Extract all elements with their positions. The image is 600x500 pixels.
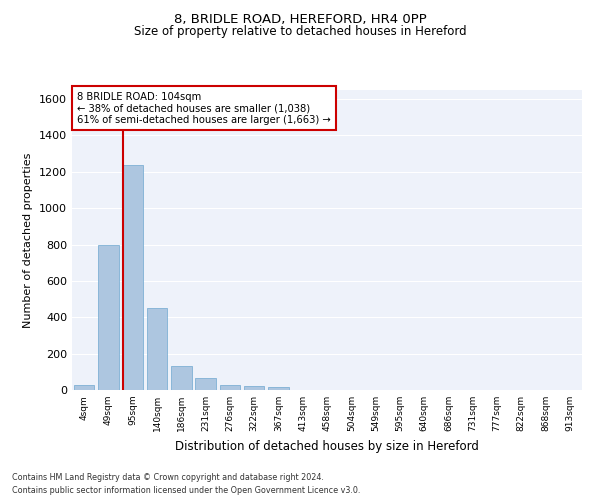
- Y-axis label: Number of detached properties: Number of detached properties: [23, 152, 34, 328]
- Bar: [146, 308, 167, 390]
- Text: Contains public sector information licensed under the Open Government Licence v3: Contains public sector information licen…: [12, 486, 361, 495]
- Bar: [74, 386, 94, 390]
- Text: Contains HM Land Registry data © Crown copyright and database right 2024.: Contains HM Land Registry data © Crown c…: [12, 474, 324, 482]
- Bar: [268, 388, 289, 390]
- Text: 8, BRIDLE ROAD, HEREFORD, HR4 0PP: 8, BRIDLE ROAD, HEREFORD, HR4 0PP: [173, 12, 427, 26]
- X-axis label: Distribution of detached houses by size in Hereford: Distribution of detached houses by size …: [175, 440, 479, 452]
- Bar: [244, 386, 265, 390]
- Bar: [220, 385, 240, 390]
- Bar: [98, 244, 119, 390]
- Bar: [195, 378, 216, 390]
- Bar: [171, 366, 191, 390]
- Text: Size of property relative to detached houses in Hereford: Size of property relative to detached ho…: [134, 25, 466, 38]
- Text: 8 BRIDLE ROAD: 104sqm
← 38% of detached houses are smaller (1,038)
61% of semi-d: 8 BRIDLE ROAD: 104sqm ← 38% of detached …: [77, 92, 331, 124]
- Bar: [122, 164, 143, 390]
